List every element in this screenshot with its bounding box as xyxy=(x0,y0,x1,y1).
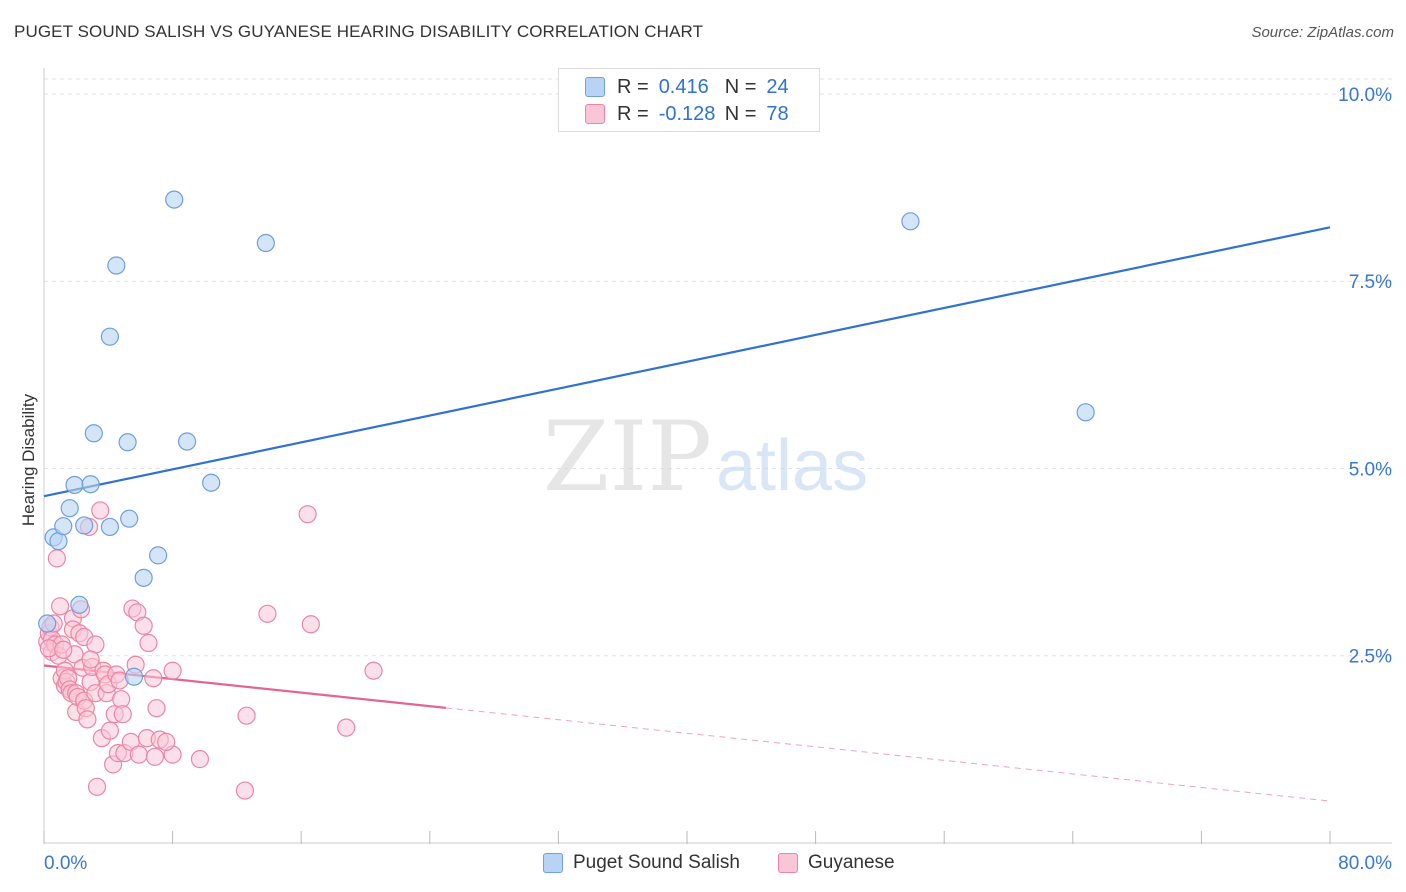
guyanese-point xyxy=(78,710,97,729)
guyanese-point xyxy=(235,781,255,800)
puget-sound-salish-point xyxy=(165,190,184,209)
legend-label: Guyanese xyxy=(808,852,895,873)
guyanese-point xyxy=(112,690,131,709)
r-value: -0.128 xyxy=(658,102,716,125)
legend-label: Puget Sound Salish xyxy=(573,852,740,873)
stats-legend: R = 0.416 N = 24 R = -0.128 N = 78 xyxy=(558,68,820,132)
guyanese-point xyxy=(145,747,165,766)
guyanese-point xyxy=(91,501,110,520)
guyanese-point xyxy=(87,777,107,796)
axes xyxy=(43,68,1392,844)
trend-lines xyxy=(43,226,1331,802)
y-tick-label: 5.0% xyxy=(1349,459,1392,480)
puget-sound-salish-point xyxy=(54,517,73,536)
guyanese-point xyxy=(144,669,163,688)
r-label: R = xyxy=(617,75,649,98)
n-value: 24 xyxy=(766,75,789,98)
guyanese-point xyxy=(81,650,100,669)
puget-sound-salish-point xyxy=(100,327,120,346)
guyanese-point xyxy=(50,597,70,616)
x-tick-label-min: 0.0% xyxy=(44,853,87,874)
puget-sound-salish-point xyxy=(120,509,139,528)
y-tick-label: 7.5% xyxy=(1349,272,1392,293)
guyanese-points xyxy=(38,501,383,800)
pink-swatch xyxy=(585,104,605,124)
legend-item-guyanese[interactable]: Guyanese xyxy=(778,852,895,874)
puget-sound-salish-point xyxy=(107,256,126,275)
y-tick-label: 10.0% xyxy=(1338,85,1392,106)
puget-sound-salish-point xyxy=(134,568,153,587)
watermark: ZIP atlas xyxy=(543,401,868,513)
guyanese-point xyxy=(364,661,383,680)
guyanese-point xyxy=(54,640,73,659)
pink-swatch xyxy=(778,853,798,873)
blue-swatch xyxy=(543,853,563,873)
watermark-zip: ZIP xyxy=(543,401,712,513)
puget-sound-salish-point xyxy=(149,546,168,565)
source-label: Source: ZipAtlas.com xyxy=(1251,24,1394,41)
puget-sound-salish-point xyxy=(1076,403,1095,422)
n-label: N = xyxy=(724,102,757,125)
guyanese-point xyxy=(190,750,210,769)
guyanese-point xyxy=(298,505,317,524)
gridlines xyxy=(44,78,1392,657)
puget-sound-salish-point xyxy=(124,667,144,686)
legend-row-puget-sound-salish: R = 0.416 N = 24 xyxy=(585,75,789,99)
puget-sound-salish-point xyxy=(84,424,103,443)
guyanese-point xyxy=(337,718,356,737)
puget-sound-salish-trend-line xyxy=(43,226,1331,498)
puget-sound-salish-point xyxy=(100,517,120,537)
puget-sound-salish-point xyxy=(118,433,137,452)
puget-sound-salish-point xyxy=(65,475,84,495)
guyanese-point xyxy=(163,661,182,680)
legend-item-puget-sound-salish[interactable]: Puget Sound Salish xyxy=(543,852,740,874)
series-legend: Puget Sound Salish Guyanese xyxy=(0,852,1406,876)
x-tick-label-max: 80.0% xyxy=(1338,853,1392,874)
puget-sound-salish-point xyxy=(60,499,79,518)
chart-title: PUGET SOUND SALISH VS GUYANESE HEARING D… xyxy=(14,22,704,41)
puget-sound-salish-point xyxy=(75,516,94,535)
puget-sound-salish-point xyxy=(256,233,275,253)
n-label: N = xyxy=(724,75,757,98)
guyanese-point xyxy=(139,633,158,653)
guyanese-point xyxy=(258,604,277,623)
guyanese-point xyxy=(100,721,120,740)
n-value: 78 xyxy=(766,102,789,125)
y-axis-label: Hearing Disability xyxy=(19,393,38,526)
puget-sound-salish-points xyxy=(38,190,1095,686)
r-value: 0.416 xyxy=(658,75,709,98)
watermark-atlas: atlas xyxy=(716,426,868,506)
puget-sound-salish-point xyxy=(177,432,197,451)
guyanese-point xyxy=(301,615,320,634)
guyanese-point xyxy=(157,732,176,751)
y-tick-label: 2.5% xyxy=(1349,647,1392,668)
guyanese-point xyxy=(113,705,132,724)
r-label: R = xyxy=(617,102,649,125)
puget-sound-salish-point xyxy=(38,614,57,633)
puget-sound-salish-point xyxy=(202,473,221,492)
guyanese-point xyxy=(47,549,66,568)
guyanese-point xyxy=(147,699,166,718)
puget-sound-salish-point xyxy=(70,595,89,614)
guyanese-point xyxy=(237,706,256,725)
axis-labels: 2.5% 5.0% 7.5% 10.0% 0.0% 80.0% Hearing Disabi… xyxy=(19,85,1392,874)
guyanese-point xyxy=(134,616,153,635)
legend-row-guyanese: R = -0.128 N = 78 xyxy=(585,102,789,126)
blue-swatch xyxy=(585,77,605,97)
guyanese-point xyxy=(129,745,148,764)
puget-sound-salish-point xyxy=(81,475,100,494)
puget-sound-salish-point xyxy=(901,212,920,231)
guyanese-point xyxy=(86,635,105,654)
guyanese-trend-line-extension xyxy=(445,707,1331,802)
puget-sound-salish-point xyxy=(49,532,68,551)
